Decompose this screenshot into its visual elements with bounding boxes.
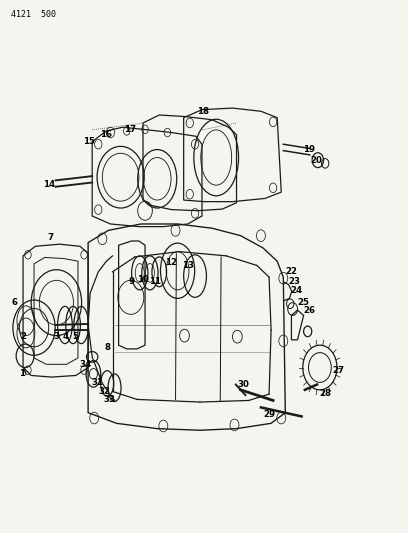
Text: 22: 22 bbox=[286, 268, 297, 276]
Text: 8: 8 bbox=[104, 343, 110, 352]
Text: 17: 17 bbox=[124, 125, 136, 134]
Text: 16: 16 bbox=[100, 130, 112, 139]
Text: 4121  500: 4121 500 bbox=[11, 10, 56, 19]
Text: 18: 18 bbox=[197, 107, 209, 116]
Text: 29: 29 bbox=[263, 410, 275, 419]
Text: 9: 9 bbox=[129, 277, 135, 286]
Text: 23: 23 bbox=[288, 277, 300, 286]
Text: 3: 3 bbox=[53, 332, 60, 341]
Text: 2: 2 bbox=[20, 332, 26, 341]
Text: 1: 1 bbox=[19, 369, 25, 378]
Text: 4: 4 bbox=[63, 332, 69, 341]
Text: 6: 6 bbox=[11, 298, 17, 307]
Text: 27: 27 bbox=[332, 366, 344, 375]
Text: 28: 28 bbox=[319, 389, 331, 398]
Text: 31: 31 bbox=[91, 378, 104, 387]
Text: 10: 10 bbox=[137, 275, 149, 284]
Text: 25: 25 bbox=[298, 298, 310, 307]
Text: 15: 15 bbox=[83, 137, 95, 146]
Text: 32: 32 bbox=[98, 387, 111, 396]
Text: 12: 12 bbox=[166, 258, 177, 266]
Text: 24: 24 bbox=[290, 286, 303, 295]
Text: 11: 11 bbox=[149, 277, 161, 286]
Text: 20: 20 bbox=[310, 156, 322, 165]
Text: 30: 30 bbox=[238, 380, 250, 389]
Text: 5: 5 bbox=[72, 332, 78, 341]
Text: 7: 7 bbox=[47, 233, 53, 242]
Text: 26: 26 bbox=[303, 305, 315, 314]
Text: 19: 19 bbox=[303, 145, 315, 154]
Text: 14: 14 bbox=[42, 180, 55, 189]
Text: 34: 34 bbox=[79, 360, 91, 369]
Text: 33: 33 bbox=[104, 395, 115, 404]
Text: 13: 13 bbox=[182, 261, 194, 270]
